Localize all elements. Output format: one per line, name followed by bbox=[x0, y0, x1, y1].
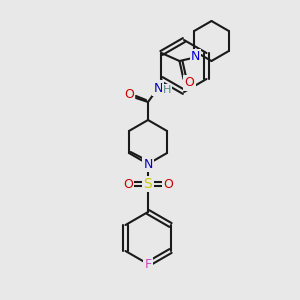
Text: O: O bbox=[124, 88, 134, 100]
Text: N: N bbox=[191, 50, 200, 64]
Text: O: O bbox=[123, 178, 133, 190]
Text: S: S bbox=[144, 177, 152, 191]
Text: N: N bbox=[143, 158, 153, 170]
Text: H: H bbox=[163, 85, 171, 95]
Text: F: F bbox=[144, 259, 152, 272]
Text: N: N bbox=[153, 82, 163, 94]
Text: O: O bbox=[163, 178, 173, 190]
Text: O: O bbox=[184, 76, 194, 89]
Text: N: N bbox=[143, 158, 153, 170]
